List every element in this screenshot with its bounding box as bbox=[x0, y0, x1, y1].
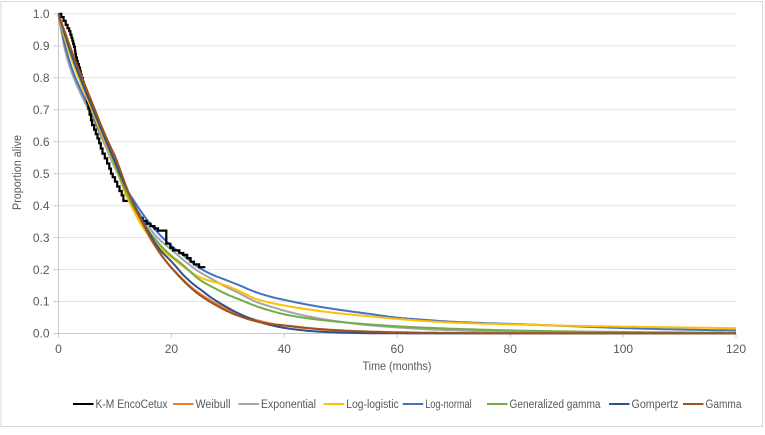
svg-text:0.7: 0.7 bbox=[33, 103, 50, 117]
svg-text:Exponential: Exponential bbox=[261, 399, 316, 411]
svg-text:20: 20 bbox=[165, 342, 179, 356]
svg-text:0: 0 bbox=[55, 342, 62, 356]
svg-text:Generalized gamma: Generalized gamma bbox=[510, 399, 602, 411]
svg-text:0.6: 0.6 bbox=[33, 135, 50, 149]
svg-text:0.9: 0.9 bbox=[33, 39, 50, 53]
svg-text:K-M EncoCetux: K-M EncoCetux bbox=[96, 399, 168, 411]
svg-text:0.1: 0.1 bbox=[33, 295, 50, 309]
svg-text:Time (months): Time (months) bbox=[363, 359, 432, 373]
svg-text:0.2: 0.2 bbox=[33, 263, 50, 277]
svg-text:0.0: 0.0 bbox=[33, 327, 50, 341]
svg-text:Log-normal: Log-normal bbox=[425, 399, 472, 411]
svg-text:0.8: 0.8 bbox=[33, 71, 50, 85]
svg-text:1.0: 1.0 bbox=[33, 7, 50, 21]
svg-text:120: 120 bbox=[726, 342, 746, 356]
svg-text:100: 100 bbox=[613, 342, 633, 356]
svg-text:80: 80 bbox=[504, 342, 518, 356]
svg-text:0.4: 0.4 bbox=[33, 199, 50, 213]
svg-text:0.3: 0.3 bbox=[33, 231, 50, 245]
svg-text:Gompertz: Gompertz bbox=[632, 399, 679, 411]
svg-text:Gamma: Gamma bbox=[706, 399, 743, 411]
svg-text:Proportion alive: Proportion alive bbox=[12, 135, 24, 210]
svg-text:Log-logistic: Log-logistic bbox=[346, 399, 399, 411]
svg-text:Weibull: Weibull bbox=[196, 399, 231, 411]
svg-text:60: 60 bbox=[391, 342, 405, 356]
svg-text:40: 40 bbox=[278, 342, 292, 356]
svg-text:0.5: 0.5 bbox=[33, 167, 50, 181]
